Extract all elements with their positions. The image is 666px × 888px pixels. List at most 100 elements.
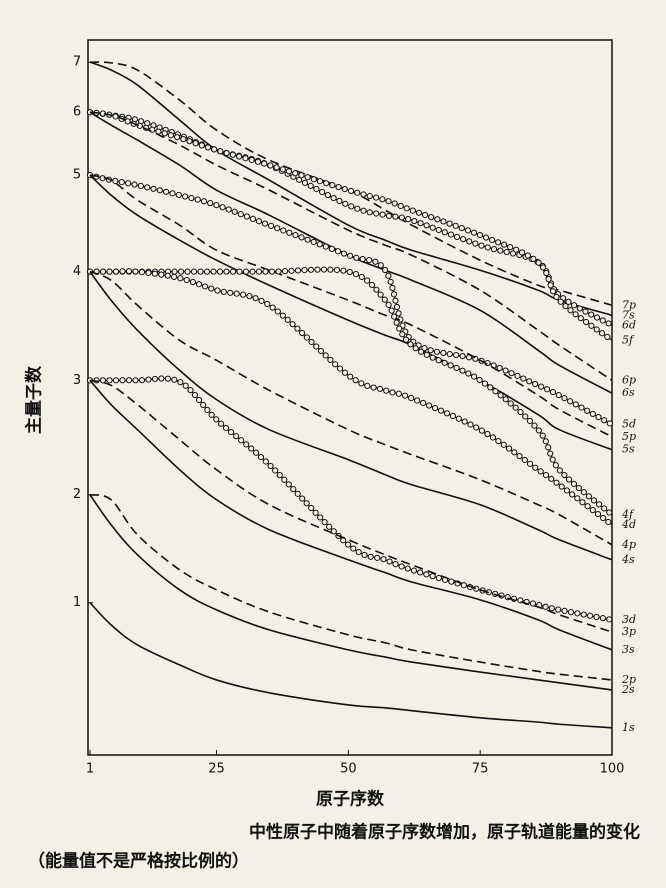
orbital-marker: [145, 269, 152, 276]
orbital-marker: [595, 501, 603, 508]
orbital-marker: [346, 268, 353, 276]
orbital-marker: [161, 130, 168, 137]
orbital-marker: [441, 359, 448, 366]
orbital-marker: [484, 244, 491, 251]
orbital-marker: [580, 489, 587, 496]
orbital-marker: [345, 541, 352, 548]
orbital-marker: [262, 268, 269, 275]
orbital-marker: [414, 397, 421, 404]
orbital-marker: [423, 571, 430, 578]
orbital-marker: [543, 269, 550, 277]
orbital-marker: [359, 255, 366, 263]
orbital-marker: [151, 270, 158, 277]
y-tick-label: 4: [73, 264, 81, 279]
series-label: 4s: [621, 553, 635, 566]
orbital-marker: [555, 391, 562, 399]
orbital-marker: [208, 411, 215, 418]
orbital-marker: [177, 268, 185, 275]
orbital-marker: [267, 462, 274, 470]
orbital-marker: [330, 528, 337, 535]
orbital-curve: [89, 379, 613, 651]
orbital-marker: [547, 282, 554, 289]
orbital-marker: [545, 276, 552, 283]
orbital-marker: [399, 331, 406, 338]
orbital-marker: [213, 202, 220, 209]
orbital-marker: [372, 258, 379, 265]
orbital-marker: [395, 310, 402, 317]
orbital-marker: [393, 303, 401, 311]
orbital-marker: [501, 241, 508, 248]
orbital-marker: [307, 266, 315, 273]
orbital-marker: [535, 427, 542, 434]
orbital-marker: [495, 239, 502, 246]
orbital-marker: [563, 487, 571, 494]
orbital-marker: [341, 185, 348, 193]
orbital-marker: [567, 307, 574, 314]
orbital-marker: [366, 256, 373, 264]
orbital-marker: [329, 182, 336, 189]
y-tick-label: 3: [73, 373, 81, 388]
orbital-marker: [192, 140, 199, 147]
series-label: 4f: [621, 508, 635, 521]
orbital-marker: [227, 429, 235, 436]
orbital-marker: [347, 373, 354, 380]
orbital-marker: [268, 222, 275, 229]
orbital-marker: [285, 481, 292, 488]
orbital-marker: [216, 268, 224, 275]
orbital-marker: [368, 281, 376, 289]
orbital-marker: [298, 172, 305, 179]
orbital-marker: [335, 184, 342, 191]
orbital-marker: [561, 395, 568, 402]
orbital-marker: [203, 268, 211, 275]
orbital-marker: [487, 384, 494, 391]
orbital-marker: [327, 356, 334, 364]
orbital-marker: [588, 322, 595, 329]
orbital-marker: [599, 317, 606, 324]
orbital-marker: [526, 378, 533, 385]
orbital-marker: [584, 407, 591, 414]
orbital-marker: [246, 293, 253, 300]
orbital-marker: [322, 352, 329, 359]
orbital-marker: [548, 475, 555, 482]
orbital-marker: [99, 268, 107, 275]
orbital-marker: [219, 204, 226, 211]
orbital-marker: [207, 200, 214, 207]
orbital-marker: [388, 307, 395, 314]
orbital-marker: [274, 225, 281, 232]
orbital-marker: [593, 326, 600, 333]
series-label: 5p: [622, 430, 636, 443]
orbital-marker: [466, 238, 473, 245]
x-tick-label: 1: [86, 762, 94, 777]
orbital-marker: [164, 272, 171, 279]
orbital-marker: [317, 514, 324, 521]
orbital-marker: [370, 384, 377, 391]
orbital-marker: [276, 471, 283, 479]
orbital-marker: [213, 416, 220, 423]
y-tick-label: 5: [73, 168, 81, 183]
orbital-marker: [429, 354, 436, 361]
orbital-marker: [549, 288, 557, 295]
orbital-marker: [440, 218, 447, 225]
orbital-marker: [167, 132, 175, 139]
orbital-marker: [570, 480, 578, 487]
orbital-marker: [433, 348, 441, 355]
orbital-marker: [512, 404, 519, 411]
orbital-marker: [396, 325, 403, 332]
orbital-marker: [526, 417, 534, 425]
orbital-marker: [268, 268, 276, 275]
orbital-marker: [478, 242, 485, 249]
orbital-marker: [279, 312, 286, 319]
orbital-marker: [435, 357, 442, 364]
orbital-marker: [577, 315, 584, 322]
orbital-marker: [323, 180, 330, 187]
orbital-marker: [373, 194, 380, 201]
orbital-marker: [389, 389, 396, 396]
series-label: 1s: [622, 721, 635, 734]
orbital-marker: [316, 241, 323, 248]
orbital-marker: [539, 264, 547, 271]
orbital-marker: [340, 267, 347, 274]
series-label: 3s: [622, 643, 635, 656]
orbital-marker: [279, 166, 286, 173]
orbital-marker: [138, 377, 146, 384]
orbital-marker: [342, 200, 349, 207]
